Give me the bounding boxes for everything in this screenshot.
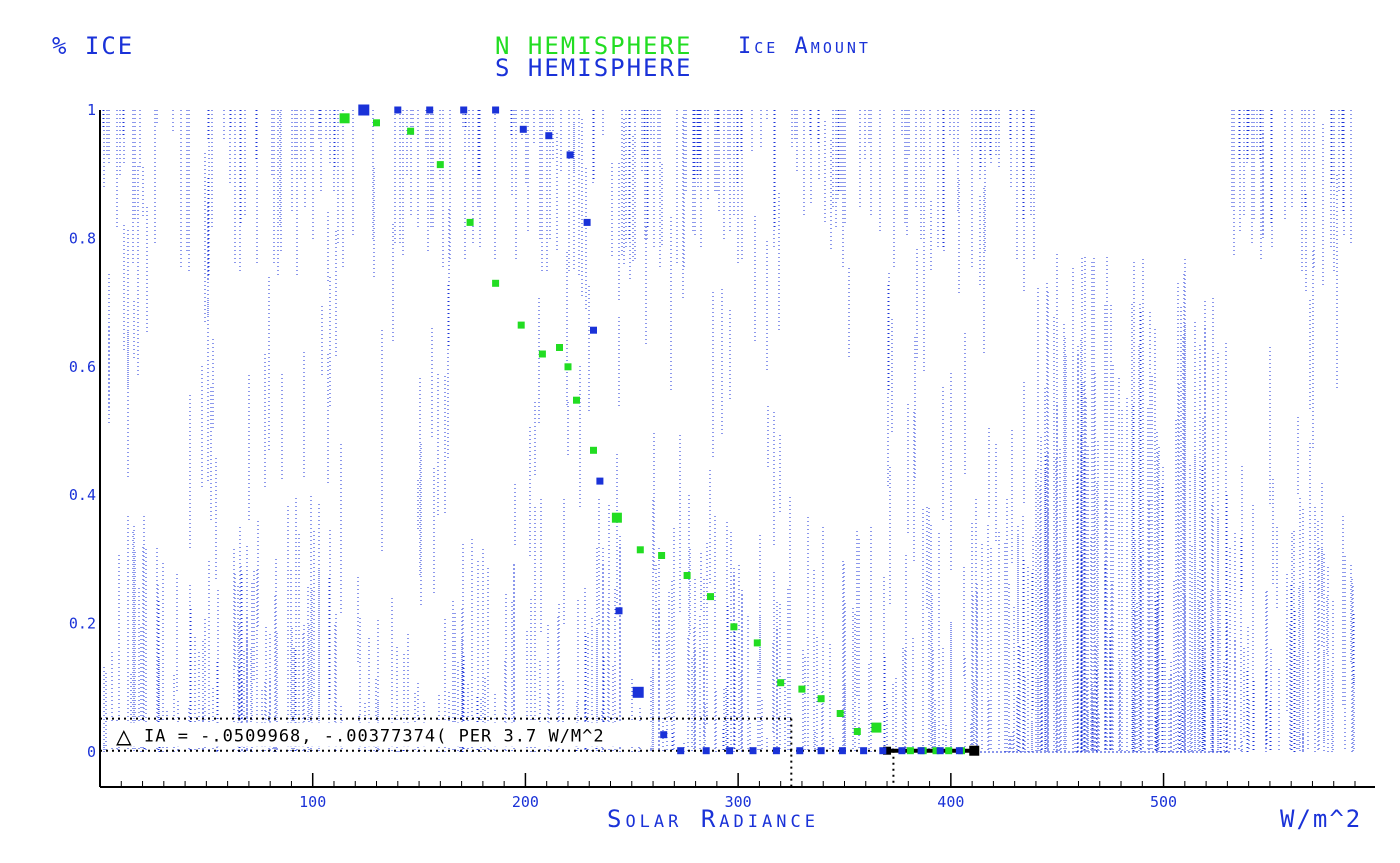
background-scatter — [102, 110, 1355, 753]
n-hemisphere-point — [798, 685, 806, 693]
n-hemisphere-point — [556, 344, 563, 351]
y-tick-label: 1 — [87, 101, 96, 119]
n-hemisphere-point — [436, 161, 444, 169]
n-hemisphere-point — [945, 747, 953, 755]
n-hemisphere-point — [683, 572, 691, 579]
n-hemisphere-point — [871, 722, 882, 733]
s-hemisphere-point — [726, 747, 734, 755]
n-hemisphere-point — [636, 546, 644, 554]
x-axis-label: Solar Radiance — [607, 805, 819, 833]
delta-annotation-text: IA = -.0509968, -.00377374( PER 3.7 W/M^… — [144, 727, 605, 747]
legend-s-hemisphere: S HEMISPHERE — [495, 54, 693, 82]
background-streaks — [102, 110, 1355, 752]
n-hemisphere-point — [753, 639, 761, 647]
n-hemisphere-point — [538, 350, 546, 358]
s-hemisphere-point — [702, 747, 710, 755]
s-hemisphere-point — [615, 607, 623, 615]
x-tick-label: 100 — [299, 793, 326, 811]
s-hemisphere-point — [519, 125, 527, 133]
s-hemisphere-point — [936, 747, 944, 755]
data-points — [339, 104, 965, 755]
s-hemisphere-point — [838, 747, 846, 755]
x-tick-label: 400 — [937, 793, 964, 811]
s-hemisphere-point — [590, 326, 597, 334]
n-hemisphere-point — [517, 321, 525, 329]
n-hemisphere-point — [339, 113, 350, 124]
s-hemisphere-point — [492, 106, 500, 114]
n-hemisphere-point — [573, 396, 580, 404]
s-hemisphere-point — [772, 747, 780, 755]
n-hemisphere-point — [817, 695, 825, 703]
y-axis-label: % ICE — [52, 32, 135, 60]
n-hemisphere-point — [906, 747, 914, 755]
y-tick-label: 0.6 — [69, 358, 96, 376]
axes: 100 200 300 400 500 0 0.2 0.4 0.6 0.8 1 — [69, 101, 1375, 811]
s-hemisphere-point — [817, 747, 825, 755]
s-hemisphere-point — [596, 477, 604, 485]
n-hemisphere-point — [564, 363, 572, 371]
n-hemisphere-point — [777, 679, 785, 687]
delta-annotation: △ IA = -.0509968, -.00377374( PER 3.7 W/M… — [100, 717, 980, 787]
n-hemisphere-point — [836, 710, 844, 717]
n-hemisphere-point — [407, 127, 415, 135]
n-hemisphere-point — [730, 623, 738, 631]
s-hemisphere-point — [677, 747, 685, 755]
s-hemisphere-point — [879, 747, 887, 755]
s-hemisphere-point — [796, 747, 804, 755]
s-hemisphere-point — [917, 747, 925, 755]
s-hemisphere-point — [545, 132, 553, 140]
s-hemisphere-point — [394, 106, 402, 114]
n-hemisphere-point — [853, 728, 861, 735]
x-tick-label: 500 — [1150, 793, 1177, 811]
n-hemisphere-point — [658, 552, 666, 559]
s-hemisphere-point — [460, 106, 468, 114]
annotation-backdrop — [110, 722, 652, 747]
s-hemisphere-point — [566, 151, 574, 159]
s-hemisphere-point — [749, 747, 757, 755]
chart-title: Ice Amount — [738, 34, 871, 59]
fit-line-startpoint — [883, 746, 892, 755]
y-tick-label: 0 — [87, 743, 96, 761]
s-hemisphere-point — [660, 731, 668, 739]
n-hemisphere-point — [932, 747, 940, 755]
x-axis-units: W/m^2 — [1280, 805, 1363, 833]
y-tick-label: 0.8 — [69, 229, 96, 247]
s-hemisphere-point — [898, 747, 906, 755]
s-hemisphere-point — [632, 686, 644, 698]
n-hemisphere-point — [707, 593, 714, 601]
x-tick-label: 300 — [725, 793, 752, 811]
n-hemisphere-point — [611, 512, 622, 523]
s-hemisphere-point — [426, 106, 434, 114]
y-tick-label: 0.4 — [69, 486, 96, 504]
fit-line-endpoint — [969, 745, 980, 756]
legend-n-hemisphere: N HEMISPHERE — [495, 32, 693, 60]
delta-symbol: △ — [116, 722, 132, 752]
s-hemisphere-point — [860, 747, 868, 755]
s-hemisphere-point — [955, 747, 963, 755]
n-hemisphere-point — [466, 218, 474, 226]
n-hemisphere-point — [373, 119, 380, 127]
s-hemisphere-point — [583, 218, 591, 226]
y-tick-label: 0.2 — [69, 615, 96, 633]
n-hemisphere-point — [590, 446, 597, 454]
n-hemisphere-point — [492, 279, 500, 287]
x-tick-label: 200 — [512, 793, 539, 811]
s-hemisphere-point — [358, 104, 370, 116]
